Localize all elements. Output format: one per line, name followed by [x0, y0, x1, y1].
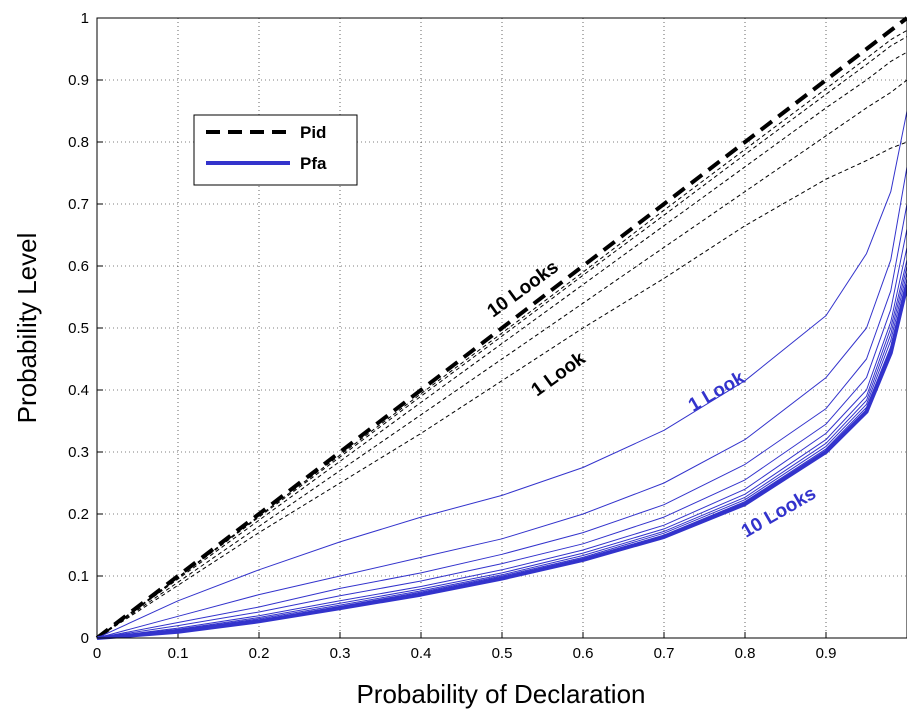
y-axis-title: Probability Level	[12, 233, 42, 424]
x-tick-label: 0.2	[249, 645, 270, 662]
y-tick-label: 0.9	[68, 72, 89, 89]
y-tick-labels: 0 0.1 0.2 0.3 0.4 0.5 0.6 0.7 0.8 0.9 1	[68, 10, 89, 647]
pid-series-group	[95, 16, 907, 640]
x-axis-title: Probability of Declaration	[356, 679, 645, 709]
pfa-line-10-looks	[96, 284, 907, 640]
pfa-line-4-looks	[96, 228, 907, 639]
pfa-line-3-looks	[96, 203, 907, 639]
pid-line-10-looks	[95, 16, 907, 640]
x-tick-label: 0.5	[492, 645, 513, 662]
pid-line-1-looks	[96, 141, 907, 639]
pfa-line-6-looks	[96, 259, 907, 639]
x-tick-label: 0.9	[816, 645, 837, 662]
y-tick-label: 0	[81, 630, 89, 647]
x-tick-label: 0	[93, 645, 101, 662]
x-tick-label: 0.8	[735, 645, 756, 662]
grid	[96, 17, 907, 639]
x-tick-label: 0.7	[654, 645, 675, 662]
x-tick-label: 0.3	[330, 645, 351, 662]
x-tick-label: 0.6	[573, 645, 594, 662]
pid-line-4-looks	[96, 36, 907, 639]
legend-pfa-label: Pfa	[300, 154, 327, 173]
y-tick-label: 0.8	[68, 134, 89, 151]
legend-pid-label: Pid	[300, 123, 326, 142]
x-tick-labels: 0 0.1 0.2 0.3 0.4 0.5 0.6 0.7 0.8 0.9	[93, 645, 837, 662]
y-tick-label: 0.7	[68, 196, 89, 213]
y-tick-label: 0.5	[68, 320, 89, 337]
y-tick-label: 0.6	[68, 258, 89, 275]
pfa-line-7-looks	[96, 265, 907, 639]
pid-line-2-looks	[96, 79, 907, 639]
pfa-line-5-looks	[96, 247, 907, 639]
y-tick-label: 0.1	[68, 568, 89, 585]
y-tick-label: 0.4	[68, 382, 89, 399]
y-tick-label: 0.3	[68, 444, 89, 461]
legend-box	[193, 114, 358, 186]
plot-frame	[96, 17, 907, 639]
y-tick-label: 0.2	[68, 506, 89, 523]
x-tick-label: 0.1	[168, 645, 189, 662]
pfa-line-1-looks	[96, 110, 907, 639]
pfa-line-2-looks	[96, 166, 907, 639]
pfa-series-group	[96, 110, 907, 640]
y-tick-label: 1	[81, 10, 89, 27]
x-tick-label: 0.4	[411, 645, 432, 662]
legend: Pid Pfa	[193, 114, 358, 186]
